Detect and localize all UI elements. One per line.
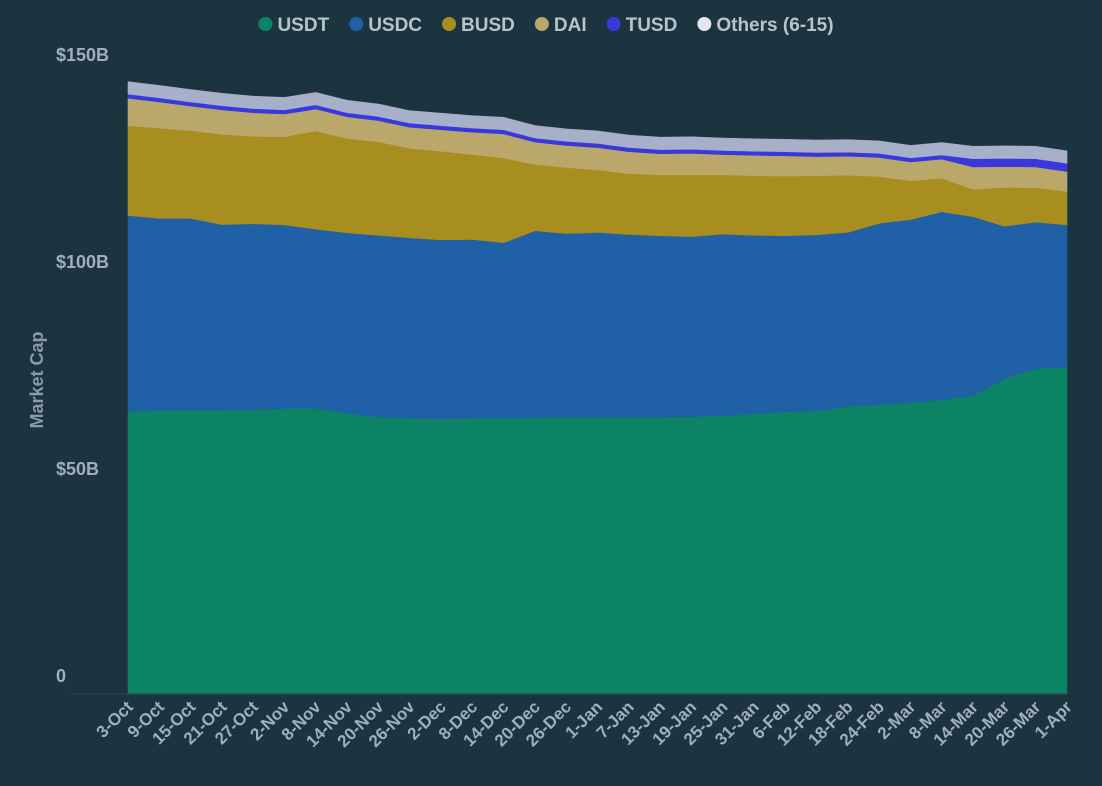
area-usdc [127, 211, 1068, 419]
legend-label: BUSD [461, 15, 515, 36]
legend-swatch [697, 17, 712, 31]
legend-swatch [606, 17, 621, 31]
legend-item-busd[interactable]: BUSD [442, 15, 515, 36]
legend-item-others-6-15[interactable]: Others (6-15) [697, 15, 834, 36]
x-axis: 3-Oct9-Oct15-Oct21-Oct27-Oct2-Nov8-Nov14… [93, 697, 1076, 751]
legend-swatch [534, 17, 549, 31]
plot-areas [127, 81, 1068, 695]
legend-swatch [258, 17, 273, 31]
y-tick-label: $100B [56, 252, 109, 272]
legend-label: TUSD [626, 15, 678, 36]
legend-label: DAI [554, 15, 587, 36]
y-axis: 0 $50B $100B $150B [56, 45, 109, 686]
legend-label: Others (6-15) [716, 15, 833, 36]
y-tick-label: $50B [56, 459, 99, 479]
y-axis-title: Market Cap [27, 331, 47, 428]
legend-label: USDT [277, 15, 329, 36]
y-tick-label: 0 [56, 666, 66, 686]
x-tick-label: 1-Apr [1031, 697, 1076, 742]
legend-swatch [442, 17, 457, 31]
legend-item-usdc[interactable]: USDC [349, 15, 422, 36]
legend-swatch [349, 17, 364, 31]
legend-item-tusd[interactable]: TUSD [606, 15, 678, 36]
legend-item-usdt[interactable]: USDT [258, 15, 330, 36]
area-others-6-15 [127, 81, 1068, 164]
legend[interactable]: USDT USDC BUSD DAI TUSD Others (6-15) [258, 15, 834, 36]
legend-item-dai[interactable]: DAI [534, 15, 587, 36]
legend-label: USDC [368, 15, 422, 36]
y-tick-label: $150B [56, 45, 109, 65]
